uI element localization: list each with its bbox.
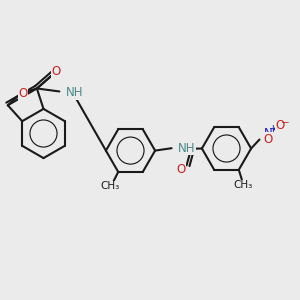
Text: NH: NH xyxy=(178,142,196,155)
Text: −: − xyxy=(280,118,290,128)
Text: CH₃: CH₃ xyxy=(100,181,120,191)
Text: O: O xyxy=(177,163,186,176)
Text: +: + xyxy=(269,124,277,134)
Text: O: O xyxy=(263,133,272,146)
Text: CH₃: CH₃ xyxy=(234,180,253,190)
Text: O: O xyxy=(275,118,284,132)
Text: NH: NH xyxy=(66,86,83,100)
Text: O: O xyxy=(18,87,28,100)
Text: O: O xyxy=(52,64,61,78)
Text: N: N xyxy=(263,127,272,140)
